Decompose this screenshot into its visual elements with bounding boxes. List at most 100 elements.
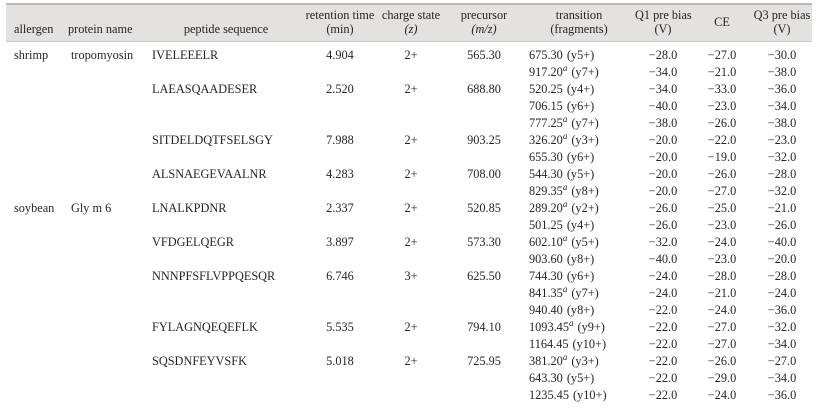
- q3-pre-bias-cell: −36.0: [767, 387, 797, 402]
- charge-state-cell: [378, 336, 444, 353]
- peptide-sequence-cell: [150, 217, 302, 234]
- q3-pre-bias-cell: −38.0: [767, 64, 797, 79]
- transition-mz: 917.20: [529, 64, 563, 79]
- q3-pre-bias-cell: −34.0: [767, 98, 797, 113]
- charge-state-cell: 2+: [404, 353, 418, 368]
- charge-state-cell: 2+: [404, 234, 418, 249]
- ce-cell: −23.0: [707, 217, 737, 232]
- q1-pre-bias-cell: −22.0: [648, 336, 678, 351]
- q3-pre-bias-cell: −23.0: [767, 132, 797, 147]
- col-header-label: retention time: [305, 8, 375, 22]
- ce-cell: −26.0: [707, 166, 737, 181]
- peptide-sequence-cell: [150, 251, 302, 268]
- peptide-sequence-cell: LNALKPDNR: [152, 200, 227, 215]
- table-row: 777.25a (y7+) −38.0 −26.0 −38.0: [6, 114, 812, 132]
- charge-state-cell: [378, 285, 444, 302]
- transition-cell: 1093.45a (y9+): [524, 318, 634, 336]
- peptide-sequence-cell: [150, 336, 302, 353]
- ce-cell: −33.0: [707, 81, 737, 96]
- table-row: 643.30 (y5+) −22.0 −29.0 −34.0: [6, 370, 812, 387]
- allergen-cell: [6, 336, 68, 353]
- transition-cell: 706.15 (y6+): [524, 98, 634, 115]
- charge-state-cell: [378, 64, 444, 81]
- table-row: SITDELDQTFSELSGY 7.988 2+ 903.25 326.20a (y3+…: [6, 131, 812, 149]
- ce-cell: −28.0: [707, 268, 737, 283]
- fragment-label: (y10+): [572, 387, 607, 402]
- col-header-label: precursor: [460, 8, 508, 22]
- fragment-label: (y3+): [571, 353, 599, 368]
- q3-pre-bias-cell: −38.0: [767, 115, 797, 130]
- precursor-mz-cell: [444, 217, 524, 234]
- fragment-label: (y5+): [571, 234, 599, 249]
- retention-time-cell: [302, 285, 378, 302]
- precursor-mz-cell: [444, 370, 524, 387]
- precursor-mz-cell: [444, 64, 524, 81]
- fragment-label: (y6+): [566, 98, 595, 113]
- q3-pre-bias-cell: −26.0: [767, 217, 797, 232]
- charge-state-cell: 2+: [404, 132, 418, 147]
- q1-pre-bias-cell: −40.0: [648, 98, 678, 113]
- fragment-label: (y6+): [566, 268, 595, 283]
- allergen-cell: [6, 81, 68, 98]
- transition-cell: 655.30 (y6+): [524, 149, 634, 166]
- retention-time-cell: [302, 251, 378, 268]
- transition-cell: 744.30 (y6+): [524, 268, 634, 285]
- precursor-mz-cell: [444, 98, 524, 115]
- fragment-label: (y5+): [566, 166, 595, 181]
- table-body: shrimp tropomyosin IVELEEELR 4.904 2+ 565.30 6…: [6, 41, 812, 404]
- table-row: 1164.45 (y10+) −22.0 −27.0 −34.0: [6, 336, 812, 353]
- fragment-label: (y2+): [571, 200, 599, 215]
- mrm-parameters-table-wrap: allergen protein name peptide sequence rete…: [6, 2, 812, 404]
- col-header-label: allergen: [14, 21, 54, 36]
- fragment-label: (y8+): [566, 302, 595, 317]
- protein-name-cell: [68, 336, 150, 353]
- q1-pre-bias-cell: −20.0: [648, 132, 678, 147]
- q1-pre-bias-cell: −20.0: [648, 166, 678, 181]
- table-row: 1235.45 (y10+) −22.0 −24.0 −36.0: [6, 387, 812, 404]
- ce-cell: −27.0: [707, 183, 737, 198]
- ce-cell: −24.0: [707, 234, 737, 249]
- transition-mz: 501.25: [529, 217, 563, 232]
- fragment-label: (y9+): [577, 319, 605, 334]
- charge-state-cell: 2+: [404, 166, 418, 181]
- transition-mz: 706.15: [529, 98, 563, 113]
- charge-state-cell: [378, 302, 444, 319]
- peptide-sequence-cell: FYLAGNQEQEFLK: [152, 319, 258, 334]
- fragment-label: (y7+): [571, 285, 599, 300]
- peptide-sequence-cell: [150, 64, 302, 81]
- precursor-mz-cell: [444, 387, 524, 404]
- footnote-marker: a: [562, 351, 568, 362]
- col-header-label: Q1 pre bias: [635, 8, 692, 22]
- fragment-label: (y8+): [566, 251, 595, 266]
- retention-time-cell: 6.746: [326, 268, 354, 283]
- charge-state-cell: [378, 370, 444, 387]
- transition-cell: 940.40 (y8+): [524, 302, 634, 319]
- col-header-label: charge state: [381, 8, 441, 22]
- col-header-q1-pre-bias: Q1 pre bias (V): [634, 2, 692, 42]
- transition-mz: 829.35: [529, 183, 563, 198]
- charge-state-cell: [378, 251, 444, 268]
- peptide-sequence-cell: [150, 387, 302, 404]
- table-row: 841.35a (y7+) −24.0 −21.0 −24.0: [6, 284, 812, 302]
- precursor-mz-cell: [444, 285, 524, 302]
- transition-cell: 675.30 (y5+): [524, 41, 634, 64]
- protein-name-cell: [68, 387, 150, 404]
- transition-cell: 501.25 (y4+): [524, 217, 634, 234]
- transition-mz: 903.60: [529, 251, 563, 266]
- peptide-sequence-cell: [150, 115, 302, 132]
- transition-cell: 520.25 (y4+): [524, 81, 634, 98]
- col-header-precursor: precursor (m/z): [444, 2, 524, 42]
- col-header-label: Q3 pre bias: [753, 8, 811, 22]
- table-header: allergen protein name peptide sequence rete…: [6, 2, 812, 42]
- transition-cell: 326.20a (y3+): [524, 131, 634, 149]
- transition-mz: 602.10: [529, 234, 563, 249]
- peptide-sequence-cell: [150, 285, 302, 302]
- transition-mz: 326.20: [529, 132, 563, 147]
- transition-cell: 903.60 (y8+): [524, 251, 634, 268]
- retention-time-cell: 2.520: [326, 81, 354, 96]
- table-row: FYLAGNQEQEFLK 5.535 2+ 794.10 1093.45a (y9+) −…: [6, 318, 812, 336]
- q3-pre-bias-cell: −34.0: [767, 336, 797, 351]
- allergen-cell: [6, 149, 68, 166]
- retention-time-cell: 4.283: [326, 166, 354, 181]
- protein-name-cell: [68, 149, 150, 166]
